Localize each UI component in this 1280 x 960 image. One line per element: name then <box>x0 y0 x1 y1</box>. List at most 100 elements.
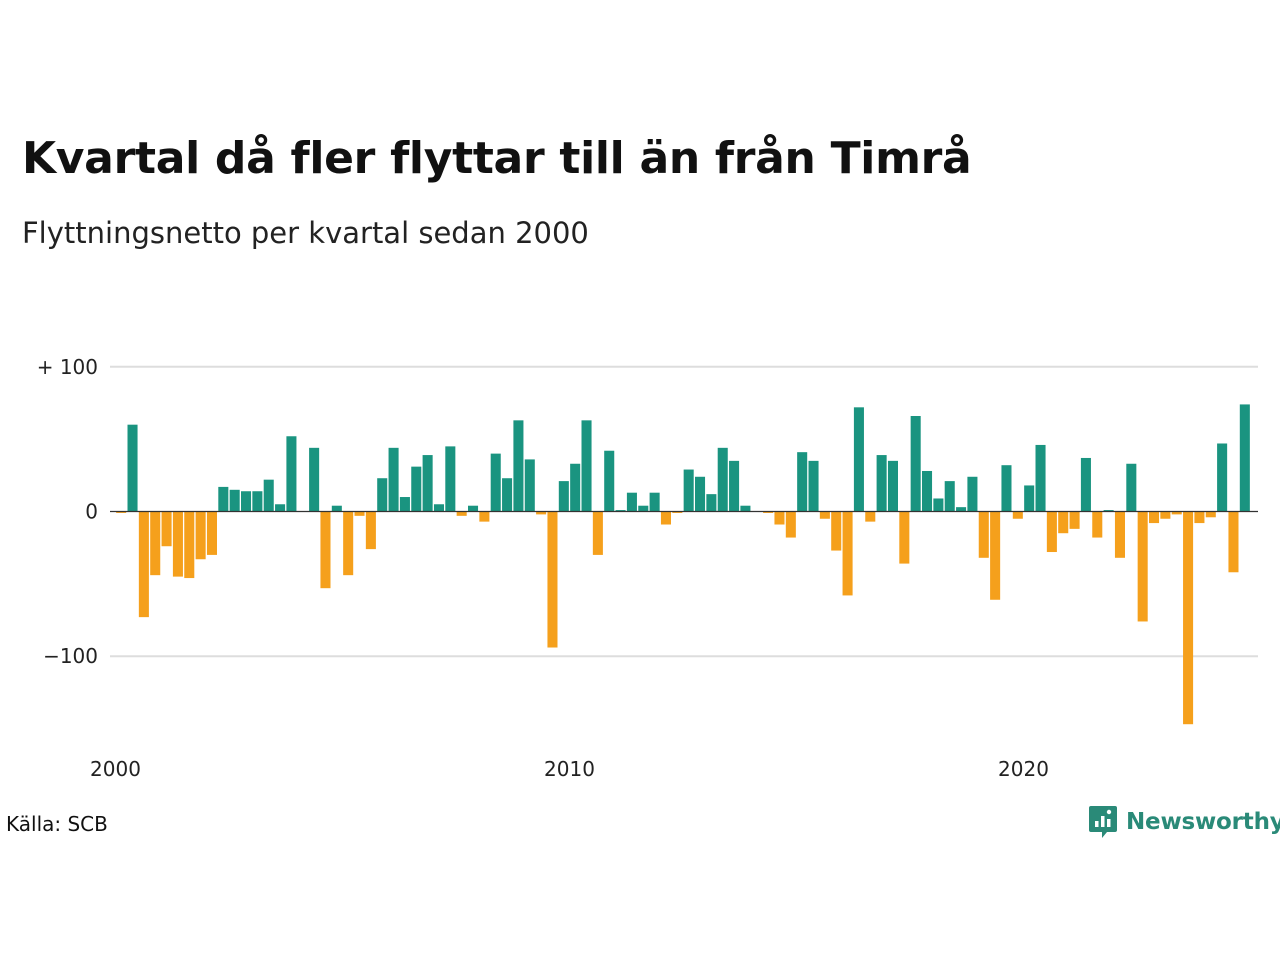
bar <box>456 511 467 516</box>
bar <box>252 491 263 512</box>
bar <box>320 511 331 589</box>
bar <box>241 491 252 512</box>
bar <box>411 466 422 512</box>
y-tick-label: −100 <box>43 644 98 668</box>
bar <box>1046 511 1057 553</box>
x-tick-label: 2000 <box>90 757 141 781</box>
bar <box>275 504 286 512</box>
bar <box>184 511 195 579</box>
bar <box>1126 463 1137 512</box>
bar <box>967 476 978 512</box>
y-tick-label: + 100 <box>37 355 98 379</box>
bar <box>195 511 206 560</box>
bar <box>479 511 490 522</box>
bar <box>729 460 740 512</box>
bar <box>229 489 240 512</box>
bar <box>592 511 603 555</box>
bar <box>706 494 717 512</box>
gridlines <box>110 365 1258 658</box>
bar <box>785 511 796 538</box>
bar <box>638 505 649 512</box>
bar <box>1217 443 1228 512</box>
bar <box>1114 511 1125 558</box>
bar <box>399 497 410 512</box>
bar <box>740 505 751 512</box>
bar <box>331 505 342 512</box>
bar <box>604 450 615 512</box>
bar <box>445 446 456 512</box>
bar <box>1160 511 1171 519</box>
bar <box>161 511 172 547</box>
bar <box>1183 511 1194 725</box>
bar <box>763 511 774 513</box>
bar <box>1069 511 1080 529</box>
bar <box>286 436 297 512</box>
bar <box>581 420 592 512</box>
bar <box>138 511 149 618</box>
bar <box>978 511 989 558</box>
bar <box>1080 457 1091 512</box>
bar <box>218 486 229 512</box>
bar <box>695 476 706 512</box>
chart-subtitle: Flyttningsnetto per kvartal sedan 2000 <box>22 216 589 250</box>
bar <box>309 447 320 512</box>
x-tick-label: 2020 <box>998 757 1049 781</box>
bar <box>887 460 898 512</box>
bar <box>524 459 535 512</box>
bar <box>853 407 864 512</box>
bar <box>468 505 479 512</box>
bar <box>660 511 671 525</box>
chart-title: Kvartal då fler flyttar till än från Tim… <box>22 133 972 184</box>
bar <box>876 455 887 512</box>
bar <box>1194 511 1205 524</box>
bar <box>263 479 274 512</box>
bar <box>990 511 1001 600</box>
bar <box>150 511 161 576</box>
bar <box>365 511 376 550</box>
bar <box>558 481 569 512</box>
bar <box>1137 511 1148 622</box>
y-axis-ticks: + 100 0 −100 <box>37 355 98 668</box>
bar <box>797 452 808 512</box>
bar <box>1149 511 1160 524</box>
bar <box>956 507 967 512</box>
bar <box>717 447 728 512</box>
bar <box>831 511 842 551</box>
bar <box>922 470 933 512</box>
x-tick-label: 2010 <box>544 757 595 781</box>
bar <box>536 511 547 515</box>
bar <box>1058 511 1069 534</box>
x-axis-ticks: 2000 2010 2020 <box>90 757 1049 781</box>
bar <box>422 455 433 512</box>
bar <box>1171 511 1182 515</box>
bar <box>377 478 388 512</box>
bar <box>1103 510 1114 512</box>
newsworthy-logo-icon <box>1089 806 1117 838</box>
bar <box>944 481 955 512</box>
bar <box>547 511 558 648</box>
bar <box>1205 511 1216 518</box>
bar <box>1239 404 1250 512</box>
bar <box>615 510 626 512</box>
bar <box>774 511 785 525</box>
bar <box>343 511 354 576</box>
bar <box>910 416 921 512</box>
y-tick-label: 0 <box>85 500 98 524</box>
bar <box>1012 511 1023 519</box>
brand-name: Newsworthy <box>1126 809 1280 835</box>
bar <box>1228 511 1239 573</box>
bar <box>626 492 637 512</box>
bar <box>819 511 830 519</box>
bars <box>116 404 1250 725</box>
bar <box>116 511 127 513</box>
bar <box>354 511 365 516</box>
bar <box>672 511 683 513</box>
bar <box>842 511 853 596</box>
bar <box>649 492 660 512</box>
bar <box>490 453 501 512</box>
bar <box>899 511 910 564</box>
brand-logo: Newsworthy <box>1088 804 1280 840</box>
bar <box>388 447 399 512</box>
bar <box>808 460 819 512</box>
